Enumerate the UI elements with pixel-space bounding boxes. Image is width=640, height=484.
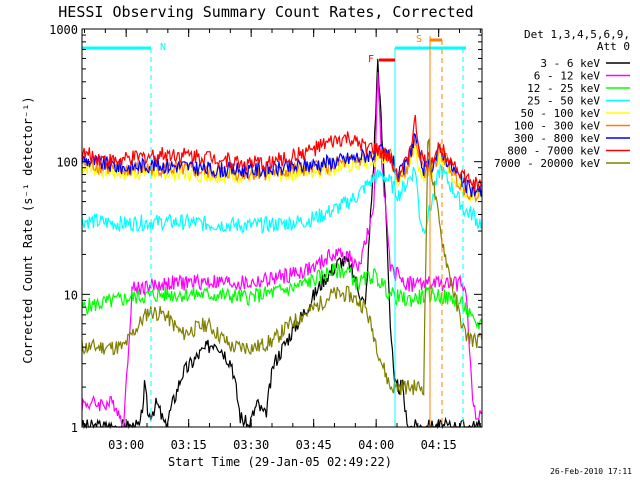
plot-area: N F S (81, 34, 483, 430)
legend-entry-label: 12 - 25 keV (527, 82, 600, 95)
legend-entry-label: 7000 - 20000 keV (494, 157, 600, 170)
legend-entry-label: 100 - 300 keV (514, 120, 600, 133)
series-line (81, 137, 483, 396)
legend-header-line-1: Det 1,3,4,5,6,9, (524, 28, 630, 41)
y-tick-label: 10 (64, 288, 78, 302)
y-tick-label: 1000 (49, 23, 78, 37)
y-tick-label: 1 (71, 421, 78, 435)
legend-entry-label: 3 - 6 keV (540, 57, 600, 70)
footer-timestamp: 26-Feb-2010 17:11 (550, 467, 632, 476)
legend-entry-label: 300 - 800 keV (514, 132, 600, 145)
x-axis-label: Start Time (29-Jan-05 02:49:22) (168, 455, 392, 469)
series-line (81, 132, 483, 198)
series-line (81, 58, 482, 430)
saa-flag-label: S (416, 34, 422, 45)
legend-header-line-2: Att 0 (597, 40, 630, 53)
x-tick-label: 03:00 (108, 438, 144, 452)
series-line (81, 114, 483, 192)
chart-title: HESSI Observing Summary Count Rates, Cor… (58, 3, 473, 21)
legend-entry-label: 800 - 7000 keV (507, 145, 600, 158)
plot-frame (81, 28, 483, 428)
legend-entry-label: 25 - 50 keV (527, 95, 600, 108)
legend-entry-label: 50 - 100 keV (521, 107, 601, 120)
legend-entry-label: 6 - 12 keV (534, 70, 601, 83)
y-axis-label: Corrected Count Rate (s⁻¹ detector⁻¹) (21, 96, 35, 363)
x-tick-label: 03:30 (233, 438, 269, 452)
x-tick-label: 04:15 (421, 438, 457, 452)
x-tick-label: 03:45 (296, 438, 332, 452)
series-line (81, 72, 483, 428)
night-flag-label: N (160, 42, 166, 53)
axes: 1 10 100 1000 03:00 03:15 03:30 03:45 04:00 04:15 (49, 23, 482, 452)
flare-flag-label: F (368, 54, 374, 65)
series-line (81, 263, 483, 330)
series-line (81, 164, 483, 235)
y-tick-label: 100 (56, 156, 78, 170)
x-tick-label: 04:00 (358, 438, 394, 452)
x-tick-label: 03:15 (171, 438, 207, 452)
